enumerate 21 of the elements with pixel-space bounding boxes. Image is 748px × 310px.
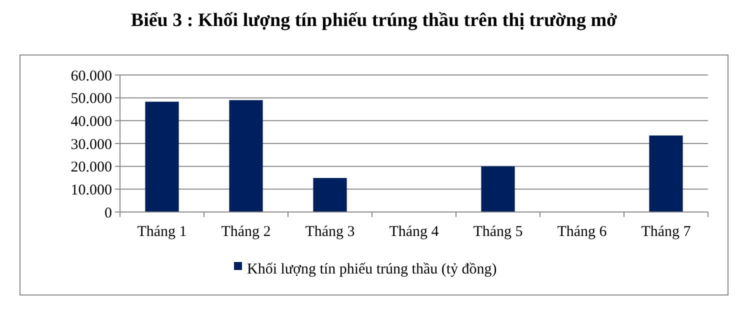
y-tick-label: 40.000: [70, 114, 112, 130]
x-tick-label: Tháng 3: [305, 224, 355, 240]
x-tick-label: Tháng 5: [473, 224, 523, 240]
legend-label: Khối lượng tín phiếu trúng thầu (tỷ đồng): [247, 261, 497, 278]
x-tick-label: Tháng 1: [137, 224, 187, 240]
chart-title: Biểu 3 : Khối lượng tín phiếu trúng thầu trên thị trường mở: [130, 10, 618, 31]
x-tick-label: Tháng 7: [641, 224, 692, 240]
x-tick-label: Tháng 2: [221, 224, 271, 240]
bar: [649, 136, 683, 212]
y-tick-label: 10.000: [70, 182, 112, 198]
bar: [481, 166, 515, 212]
y-tick-label: 0: [104, 205, 112, 222]
bar: [313, 178, 347, 212]
x-tick-label: Tháng 6: [557, 224, 608, 240]
y-tick-label: 60.000: [70, 68, 112, 84]
bar: [145, 102, 179, 212]
bar: [229, 100, 263, 212]
y-tick-label: 50.000: [70, 91, 112, 108]
y-tick-label: 30.000: [70, 136, 112, 153]
x-tick-label: Tháng 4: [389, 224, 440, 240]
y-tick-label: 20.000: [70, 160, 112, 176]
